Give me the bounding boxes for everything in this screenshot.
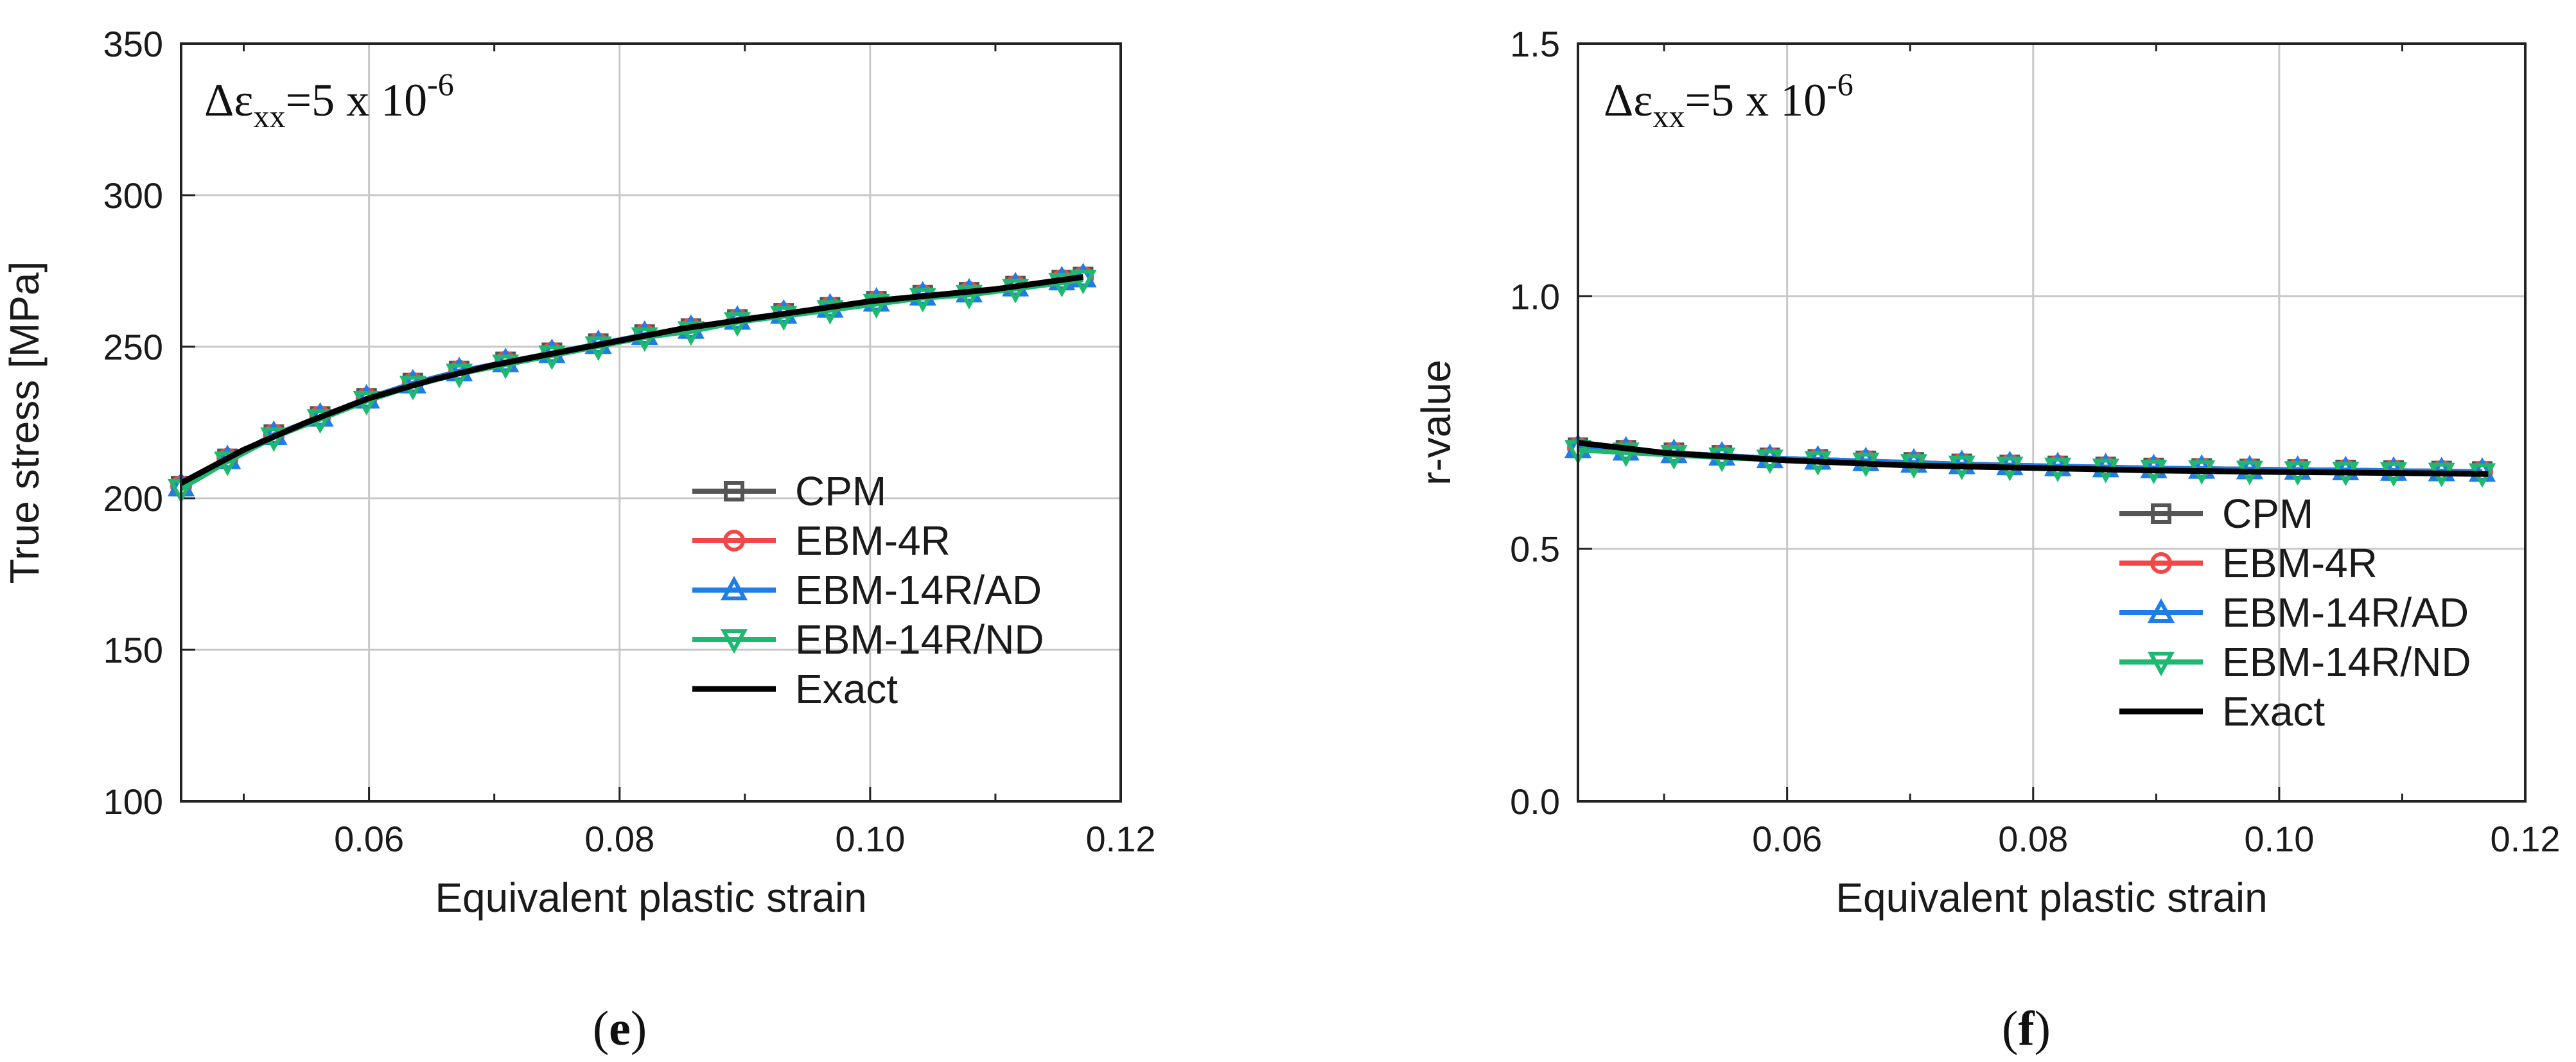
y-tick-label: 0.5 (1510, 529, 1560, 570)
legend-label: EBM-14R/ND (795, 616, 1044, 663)
series-line-CPM (180, 274, 1084, 489)
annotation-exponent: -6 (1827, 66, 1853, 102)
data-point-EBM-14R/ND (1048, 272, 1076, 298)
chart-panel-e: 0.06 0.08 0.10 0.12 100 150 200 250 300 350 Equiva… (1, 24, 1156, 1056)
x-axis-label: Equivalent plastic strain (1836, 875, 2267, 921)
legend-label: EBM-14R/AD (2222, 589, 2469, 636)
data-point-EBM-14R/ND (677, 321, 705, 346)
ticks-e: 0.06 0.08 0.10 0.12 100 150 200 250 300 350 (103, 24, 1156, 859)
strain-increment-annotation: Δεxx=5 x 10-6 (204, 66, 454, 134)
strain-increment-annotation: Δεxx=5 x 10-6 (1604, 66, 1853, 134)
annotation-subscript: xx (1653, 98, 1685, 134)
x-tick-label: 0.10 (835, 819, 905, 859)
plot-frame-e (180, 42, 1122, 803)
legend-marker-EBM-14R/ND (720, 629, 748, 654)
x-tick-label: 0.12 (1086, 819, 1156, 859)
y-tick-label: 1.0 (1510, 276, 1560, 317)
y-tick-label: 350 (103, 24, 163, 64)
series-e (167, 263, 1097, 504)
y-tick-label: 1.5 (1510, 24, 1560, 64)
series-line-EBM-14R/ND (180, 277, 1083, 491)
caption-letter: f (2018, 1002, 2035, 1056)
series-line-EBM-4R (180, 274, 1084, 489)
x-tick-label: 0.10 (2244, 819, 2314, 859)
caption-close: ) (2035, 1002, 2051, 1056)
y-axis-label: r-value (1413, 360, 1459, 485)
legend-label: EBM-14R/ND (2222, 639, 2471, 685)
panel-caption-f: (f) (2002, 1002, 2051, 1056)
y-axis-label: True stress [MPa] (1, 261, 48, 584)
series-f (1564, 433, 2496, 488)
annotation-exponent: -6 (427, 66, 454, 102)
x-tick-label: 0.12 (2491, 819, 2561, 859)
legend-label: EBM-4R (795, 518, 951, 564)
x-axis-label: Equivalent plastic strain (435, 875, 866, 921)
data-point-EBM-14R/ND (1069, 270, 1097, 295)
caption-open: ( (2002, 1002, 2018, 1056)
series-line-EBM-14R/AD (180, 274, 1084, 489)
legend-marker-EBM-4R (2150, 552, 2172, 574)
y-tick-label: 0.0 (1510, 781, 1560, 822)
x-tick-label: 0.08 (584, 819, 654, 859)
y-tick-label: 300 (103, 175, 163, 216)
data-point-EBM-14R/ND (816, 300, 844, 325)
annotation-text: =5 x 10 (286, 74, 428, 126)
y-tick-label: 250 (103, 327, 163, 367)
legend-marker-EBM-14R/AD (2147, 598, 2175, 623)
caption-letter: e (609, 1002, 631, 1056)
y-tick-label: 100 (103, 781, 163, 822)
caption-close: ) (631, 1002, 647, 1056)
legend-label: EBM-4R (2222, 540, 2378, 586)
ticks-f: 0.06 0.08 0.10 0.12 0.0 0.5 1.0 1.5 (1510, 24, 2560, 859)
y-tick-label: 150 (103, 630, 163, 670)
legend-label: EBM-14R/AD (795, 567, 1042, 613)
legend-marker-CPM (2151, 503, 2171, 524)
data-point-EBM-14R/ND (955, 284, 983, 309)
chart-panel-f: 0.06 0.08 0.10 0.12 0.0 0.5 1.0 1.5 Equivalent p… (1413, 24, 2561, 1056)
legend-marker-EBM-4R (723, 530, 745, 552)
legend-marker-CPM (724, 481, 744, 501)
legend-label: CPM (795, 468, 886, 514)
caption-open: ( (593, 1002, 609, 1056)
gridlines-f (1578, 44, 2525, 801)
data-point-EBM-14R/ND (1612, 442, 1640, 467)
legend-marker-EBM-14R/ND (2147, 652, 2175, 677)
series-line-Exact (179, 274, 1084, 486)
x-tick-label: 0.06 (1752, 819, 1822, 859)
series-line-Exact (1577, 440, 2489, 477)
legend-label: Exact (2222, 688, 2325, 735)
legend-label: CPM (2222, 491, 2313, 537)
legend-marker-EBM-14R/AD (720, 575, 748, 600)
legend-label: Exact (795, 666, 898, 712)
annotation-delta: Δε (1604, 74, 1653, 126)
x-tick-label: 0.08 (1998, 819, 2068, 859)
data-point-EBM-14R/ND (1002, 279, 1030, 304)
x-tick-label: 0.06 (334, 819, 404, 859)
plot-frame-f (1577, 42, 2527, 803)
gridlines-e (181, 44, 1121, 801)
annotation-subscript: xx (254, 98, 286, 134)
annotation-delta: Δε (204, 74, 254, 126)
data-point-EBM-14R/ND (863, 293, 890, 319)
panel-caption-e: (e) (593, 1002, 647, 1056)
annotation-text: =5 x 10 (1685, 74, 1827, 126)
y-tick-label: 200 (103, 478, 163, 519)
